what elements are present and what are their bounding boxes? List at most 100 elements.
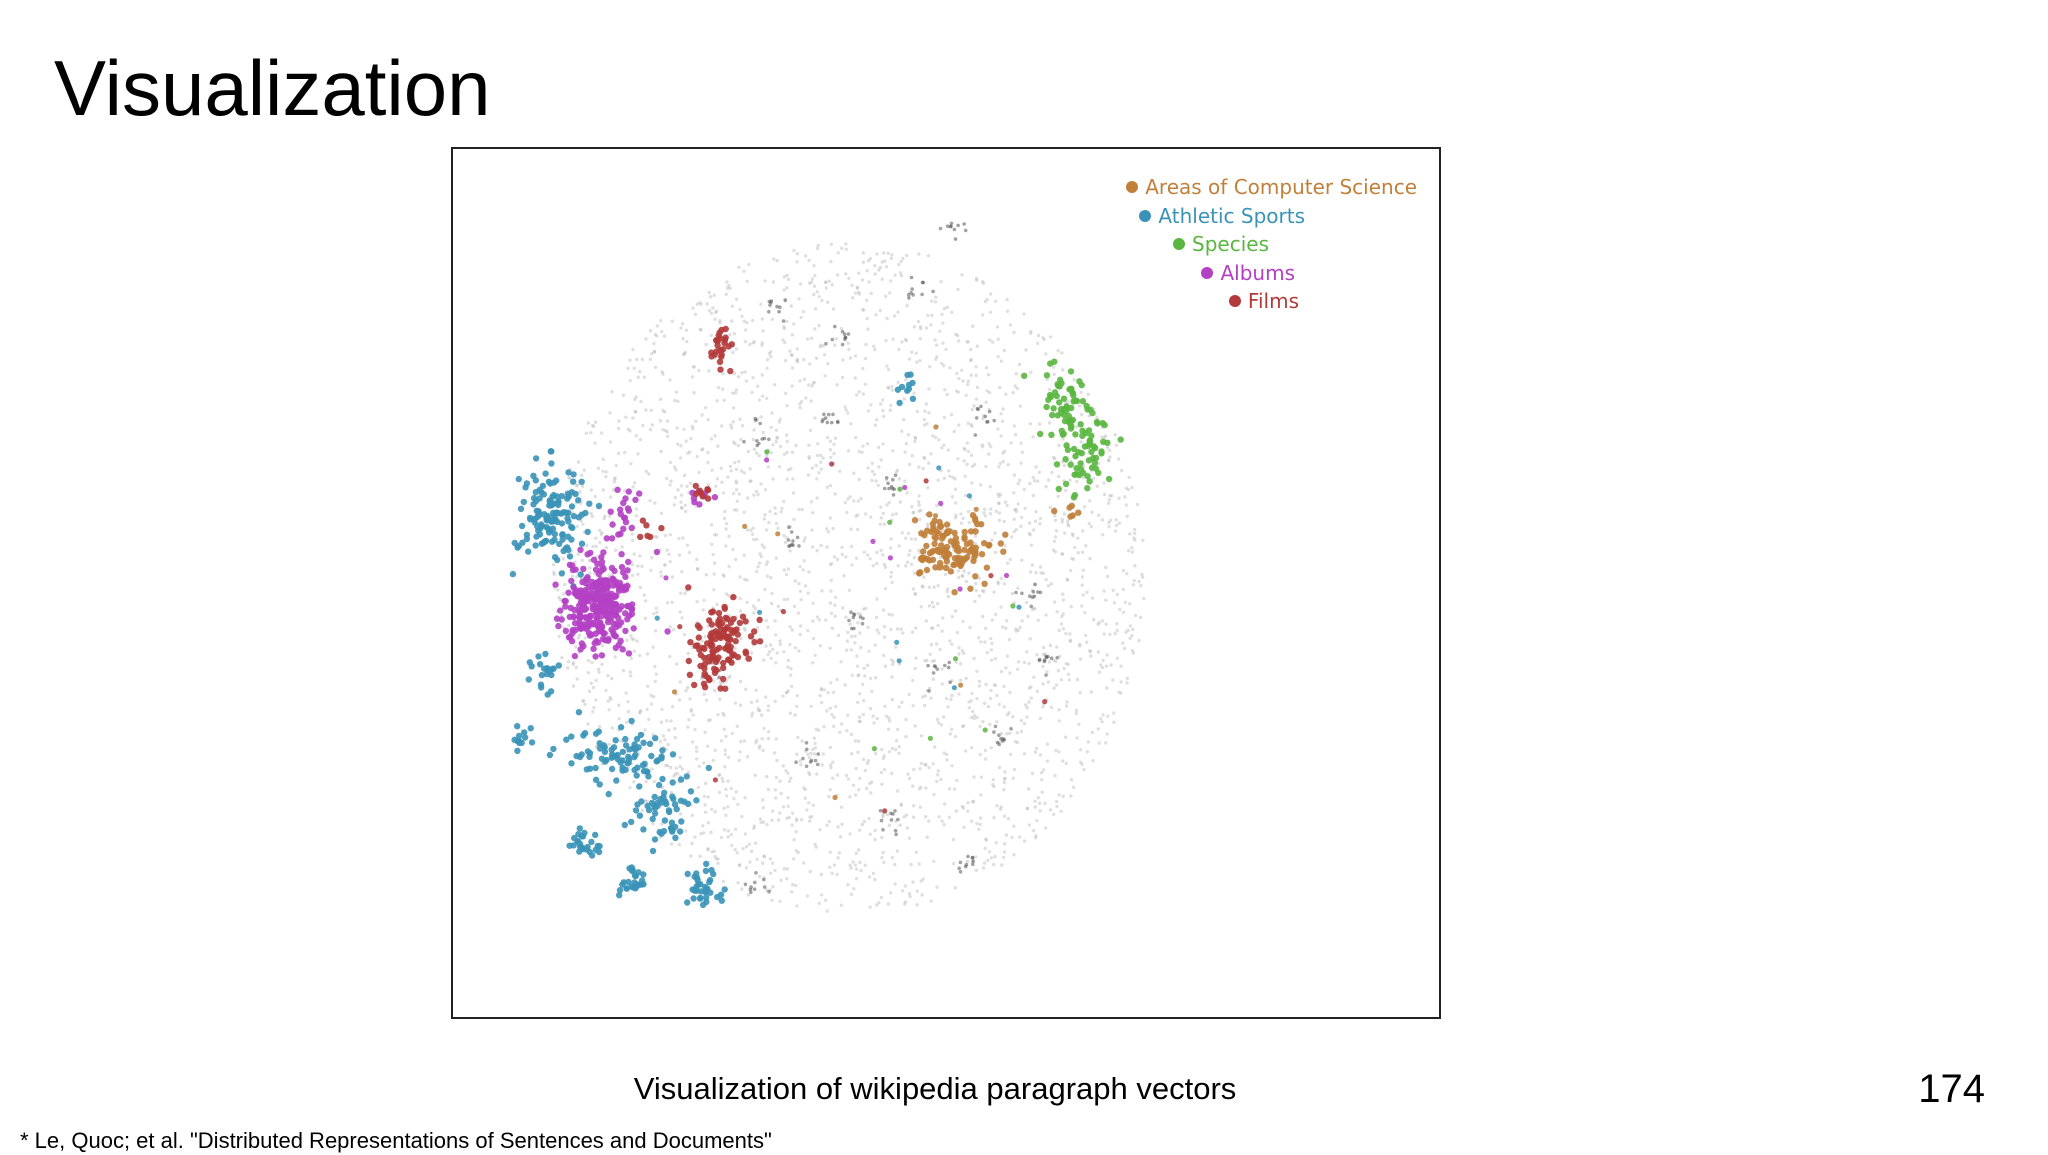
background-point xyxy=(1100,533,1105,537)
point-albums xyxy=(578,589,586,596)
background-point xyxy=(788,642,792,647)
point-albums xyxy=(620,499,627,507)
background-point xyxy=(765,396,769,401)
background-point xyxy=(1054,799,1059,804)
background-point xyxy=(929,642,934,647)
point-athletic-sports xyxy=(530,494,538,502)
background-point xyxy=(882,754,886,758)
background-point xyxy=(1016,628,1021,632)
background-point xyxy=(628,429,632,433)
background-point xyxy=(931,605,936,609)
background-point xyxy=(641,423,645,428)
point-films xyxy=(721,626,728,633)
point-athletic-sports xyxy=(527,725,534,732)
background-point xyxy=(823,416,828,420)
point-athletic-sports xyxy=(640,826,647,833)
background-point xyxy=(819,460,823,464)
point-albums xyxy=(938,500,944,506)
background-point xyxy=(994,299,998,303)
background-point xyxy=(828,646,832,650)
point-athletic-sports xyxy=(509,570,517,578)
background-point xyxy=(799,400,804,404)
background-point xyxy=(946,448,950,452)
background-point xyxy=(811,803,816,807)
background-point xyxy=(794,830,798,834)
background-point xyxy=(722,828,727,832)
background-point xyxy=(1069,794,1073,798)
background-point xyxy=(801,568,805,572)
point-species xyxy=(1092,465,1100,472)
background-point xyxy=(653,332,658,337)
point-films xyxy=(725,343,732,350)
background-point xyxy=(877,465,881,469)
point-films xyxy=(699,644,706,652)
background-point xyxy=(825,823,829,827)
background-point xyxy=(660,370,664,374)
background-point xyxy=(785,816,789,820)
background-point xyxy=(795,347,799,351)
background-point xyxy=(781,694,785,698)
background-point xyxy=(731,491,736,496)
background-point xyxy=(737,492,741,496)
background-point xyxy=(1071,533,1075,538)
background-point xyxy=(815,246,820,251)
background-point xyxy=(687,550,691,555)
point-athletic-sports xyxy=(648,752,655,760)
background-point xyxy=(898,823,902,827)
background-point xyxy=(1133,564,1137,568)
background-point xyxy=(805,747,809,752)
background-point xyxy=(693,728,697,732)
background-point xyxy=(891,660,896,664)
background-point xyxy=(1033,582,1037,587)
background-point xyxy=(850,752,854,756)
background-point xyxy=(1029,370,1033,374)
point-albums xyxy=(600,549,607,556)
background-point xyxy=(853,376,857,380)
point-areas-of-computer-science xyxy=(985,542,992,549)
background-point xyxy=(974,397,979,401)
point-areas-of-computer-science xyxy=(923,542,930,550)
background-point xyxy=(815,772,819,776)
background-point xyxy=(884,338,888,343)
background-point xyxy=(833,436,838,440)
background-point xyxy=(1057,443,1061,447)
background-point xyxy=(711,552,715,557)
background-point xyxy=(577,633,582,637)
background-point xyxy=(809,751,813,756)
background-point xyxy=(811,601,815,605)
background-point xyxy=(1114,523,1119,528)
background-point xyxy=(840,329,845,334)
background-point xyxy=(835,773,840,777)
point-albums xyxy=(565,589,572,596)
background-point xyxy=(1060,368,1065,372)
background-point xyxy=(770,591,774,596)
background-point xyxy=(667,728,671,732)
background-point xyxy=(715,602,719,607)
background-point xyxy=(582,468,586,472)
background-point xyxy=(912,571,917,575)
background-point xyxy=(743,882,748,887)
background-point xyxy=(764,562,769,567)
point-albums xyxy=(619,646,626,653)
background-point xyxy=(734,790,738,794)
background-point xyxy=(965,860,970,864)
point-athletic-sports xyxy=(697,881,704,888)
background-point xyxy=(974,588,978,593)
background-point xyxy=(873,828,877,833)
background-point xyxy=(724,527,728,531)
background-point xyxy=(763,513,767,517)
background-point xyxy=(567,623,571,628)
background-point xyxy=(654,606,658,610)
background-point xyxy=(1034,836,1038,840)
background-point xyxy=(1118,607,1122,612)
background-point xyxy=(977,636,981,640)
background-point xyxy=(849,648,853,652)
background-point xyxy=(1060,552,1065,556)
background-point xyxy=(879,548,883,553)
point-species xyxy=(1045,396,1052,403)
background-point xyxy=(787,544,791,549)
point-athletic-sports xyxy=(535,508,542,515)
background-point xyxy=(699,302,703,306)
point-films xyxy=(729,652,736,659)
background-point xyxy=(771,477,775,481)
